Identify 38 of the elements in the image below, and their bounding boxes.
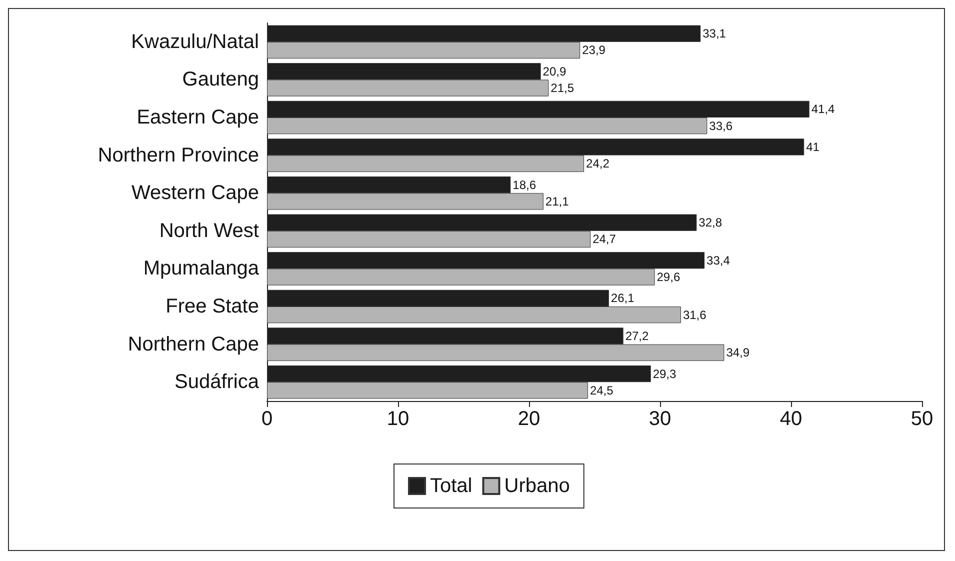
- data-label: 34,9: [726, 346, 750, 360]
- y-tick-label: Free State: [166, 296, 259, 318]
- data-label: 24,7: [592, 232, 616, 246]
- data-label: 32,8: [698, 216, 722, 230]
- data-label: 24,5: [590, 383, 614, 398]
- legend-label: Total: [430, 475, 472, 497]
- y-tick-label: Eastern Cape: [136, 106, 259, 128]
- data-label: 18,6: [512, 178, 536, 192]
- data-label: 24,2: [586, 156, 610, 171]
- data-label: 21,5: [550, 81, 574, 96]
- x-tick-label: 20: [518, 408, 540, 430]
- y-tick-label: Northern Cape: [128, 333, 259, 356]
- legend-label: Urbano: [504, 475, 570, 497]
- y-tick-label: North West: [159, 220, 260, 242]
- x-tick-label: 10: [386, 408, 410, 430]
- data-label: 27,2: [625, 328, 649, 343]
- y-tick-label: Northern Province: [98, 144, 259, 166]
- data-label: 21,1: [545, 194, 570, 208]
- y-tick-label: Mpumalanga: [143, 258, 260, 280]
- x-tick-label: 50: [910, 408, 934, 430]
- data-label: 26,1: [610, 291, 635, 306]
- data-label: 23,9: [582, 43, 606, 58]
- x-tick-label: 0: [261, 408, 273, 430]
- data-label: 20,9: [542, 64, 566, 78]
- y-tick-label: Western Cape: [132, 182, 259, 204]
- data-label: 41: [806, 140, 820, 154]
- data-label: 29,3: [652, 366, 677, 381]
- y-tick-label: Sudáfrica: [174, 371, 260, 394]
- data-label: 33,6: [709, 118, 733, 133]
- data-label: 41,4: [811, 102, 836, 116]
- data-label: 31,6: [682, 308, 707, 322]
- x-tick-label: 40: [780, 408, 802, 430]
- data-label: 29,6: [656, 270, 680, 284]
- y-tick-label: Kwazulu/Natal: [131, 30, 259, 53]
- x-tick-label: 30: [648, 408, 672, 430]
- data-label: 33,1: [702, 26, 726, 41]
- y-tick-label: Gauteng: [182, 68, 259, 91]
- data-label: 33,4: [706, 253, 730, 268]
